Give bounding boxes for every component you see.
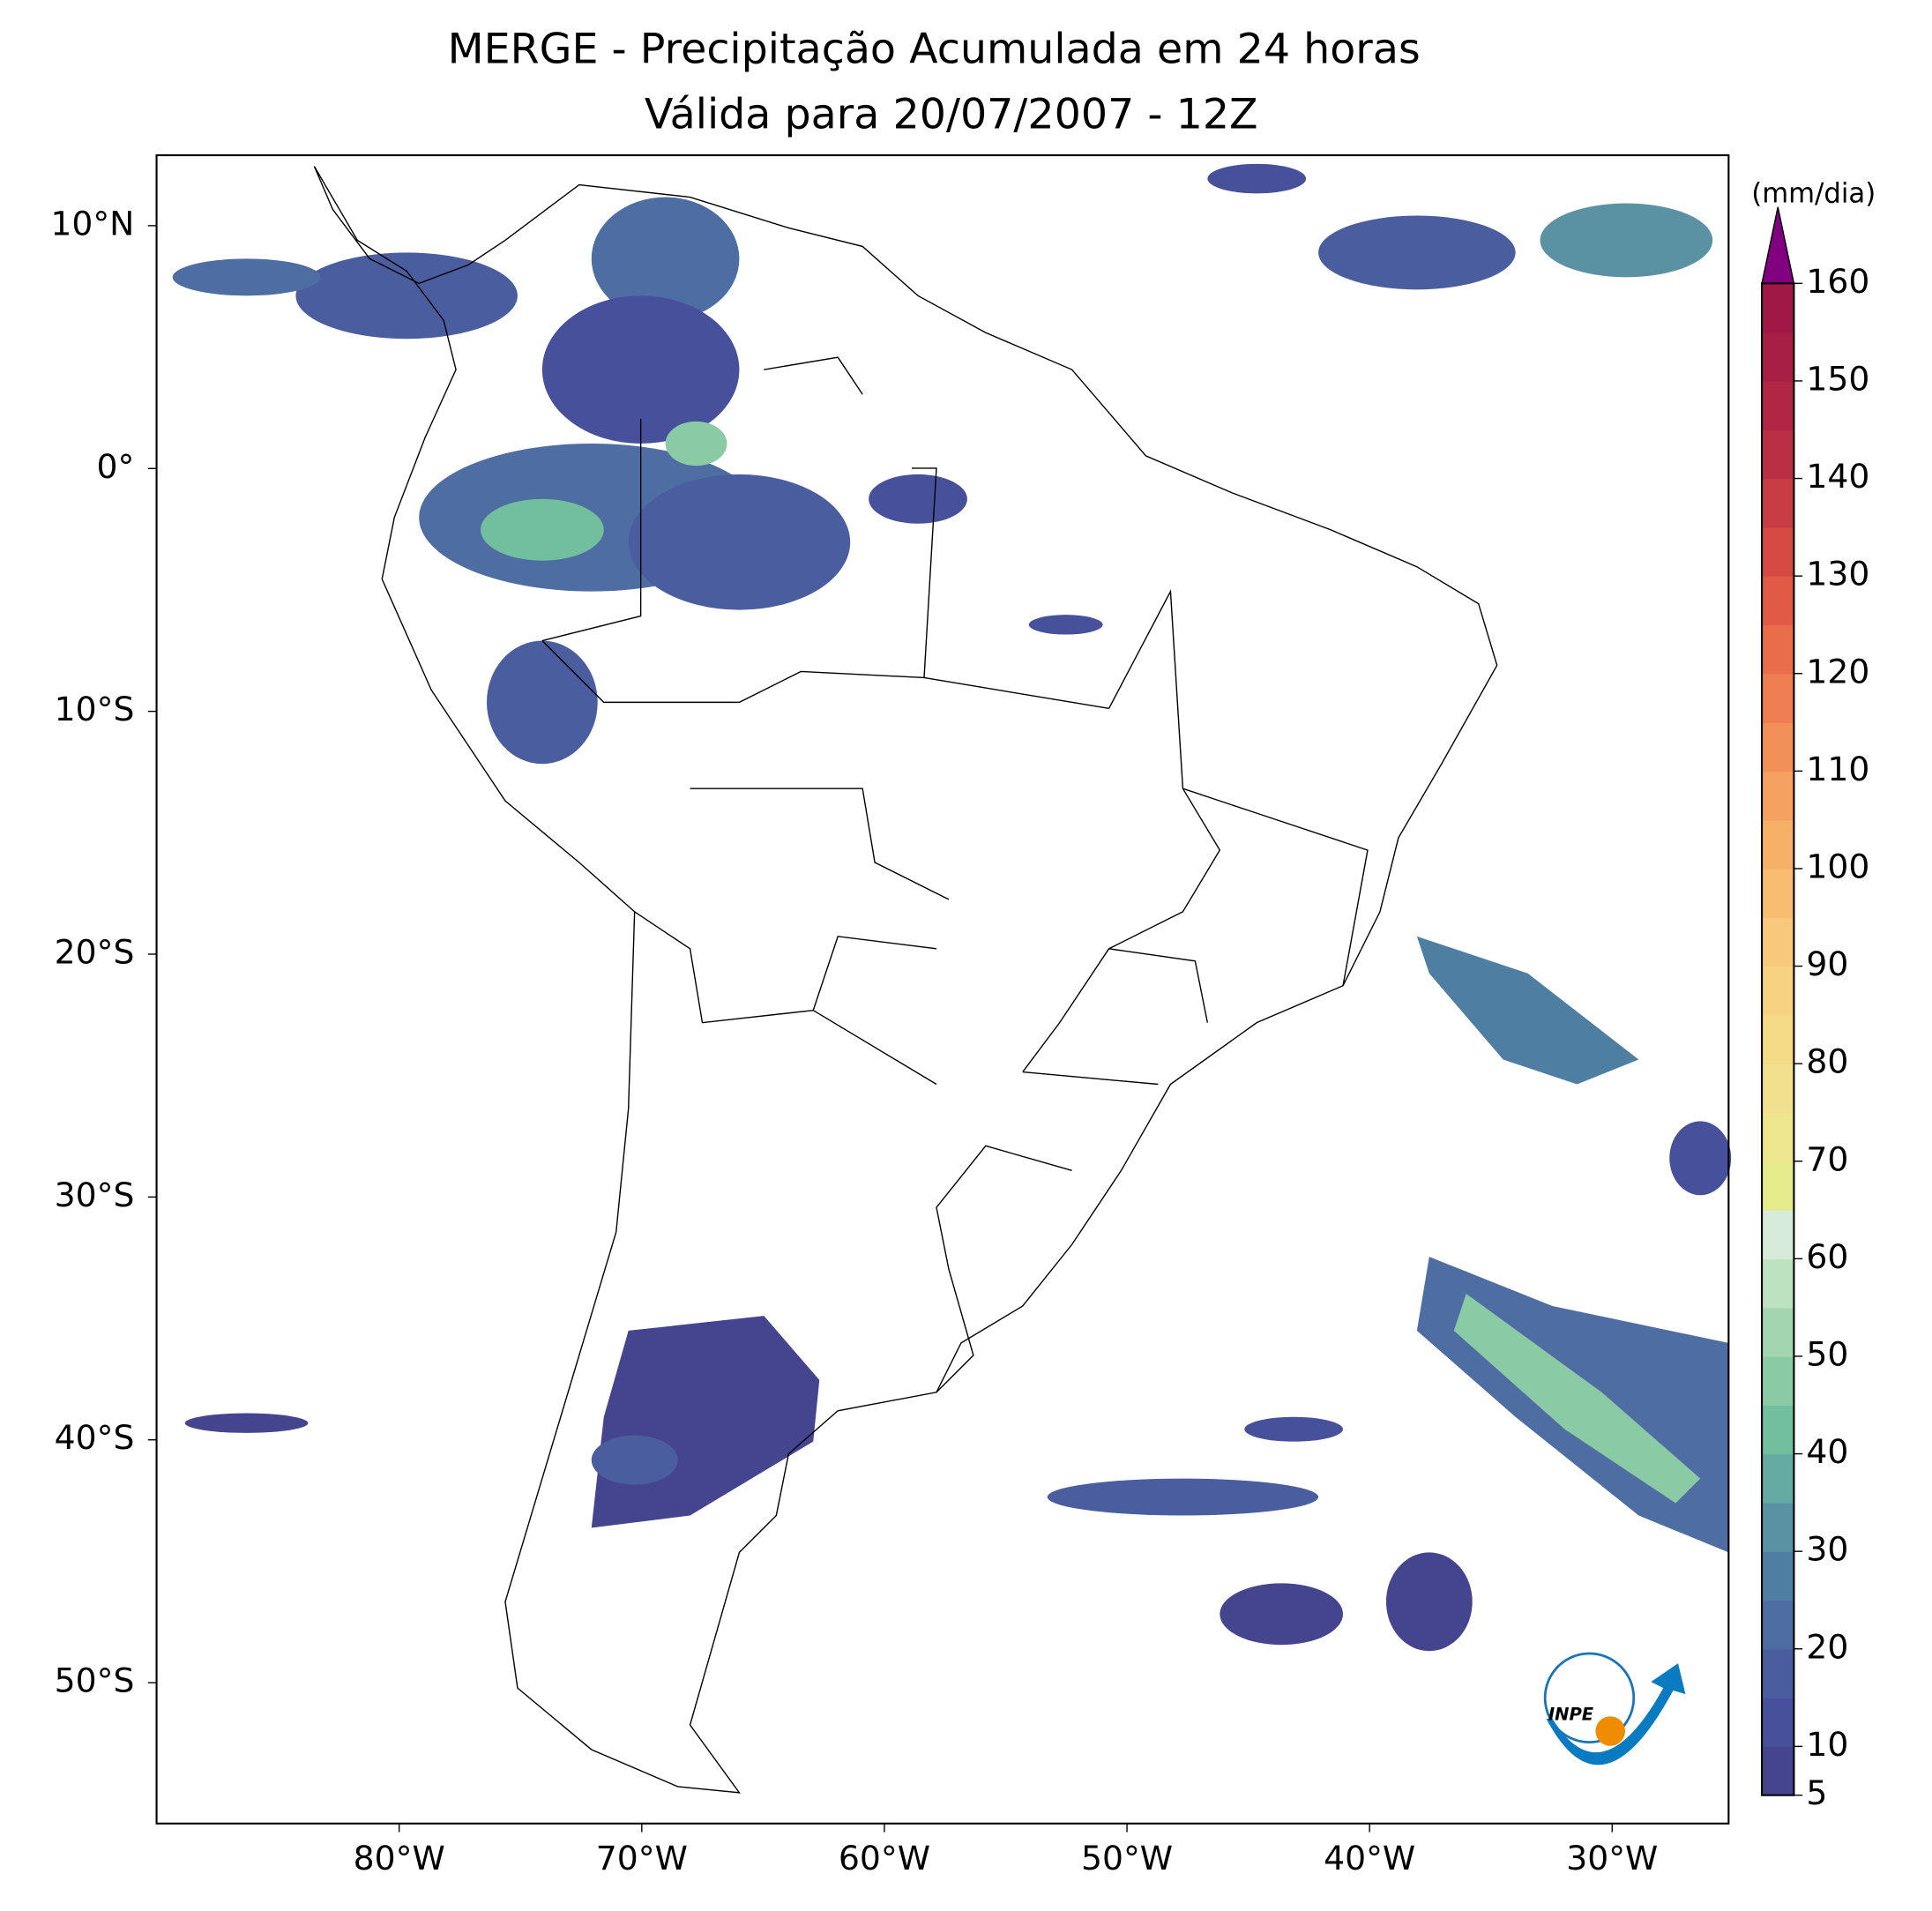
colorbar-tick-label: 40 [1806,1432,1848,1471]
colorbar-band [1762,1405,1794,1455]
colorbar-band [1762,673,1794,723]
x-tick-label: 30°W [1566,1839,1658,1877]
colorbar-band [1762,332,1794,382]
colorbar-tick-label: 80 [1806,1042,1848,1081]
colorbar-band [1762,966,1794,1016]
colorbar-band [1762,576,1794,626]
colorbar-extension [1761,206,1795,285]
colorbar-tick-label: 10 [1806,1725,1848,1764]
colorbar-band [1762,429,1794,480]
colorbar-tick-label: 70 [1806,1139,1848,1178]
colorbar-tick-label: 130 [1806,555,1869,593]
colorbar-tick-label: 50 [1806,1334,1848,1373]
colorbar-band [1762,771,1794,821]
x-tick-label: 40°W [1324,1839,1415,1877]
subtitle: Válida para 20/07/2007 - 12Z [645,91,1258,139]
colorbar-band [1762,1746,1794,1796]
colorbar-band [1762,624,1794,675]
colorbar-frame [1761,282,1795,1796]
colorbar-band [1762,1355,1794,1406]
colorbar-band [1762,526,1794,577]
colorbar-band [1762,819,1794,870]
colorbar-band [1762,1502,1794,1552]
colorbar-band [1762,380,1794,430]
colorbar-band [1762,1453,1794,1504]
colorbar-band [1762,1648,1794,1698]
x-tick-label: 80°W [354,1839,445,1877]
colorbar-tick-label: 150 [1806,359,1869,398]
y-tick-label: 10°N [50,204,134,243]
y-tick-label: 50°S [55,1661,135,1700]
colorbar-band [1762,1551,1794,1601]
colorbar-label: (mm/dia) [1751,177,1876,209]
x-tick-label: 50°W [1081,1839,1173,1877]
map-frame [155,153,1730,1825]
colorbar-band [1762,1112,1794,1162]
coastlines [313,166,1498,1794]
colorbar-band [1762,1258,1794,1309]
colorbar-band [1762,478,1794,528]
colorbar-tick-label: 30 [1806,1530,1848,1569]
colorbar-band [1762,1064,1794,1114]
x-tick-label: 70°W [596,1839,688,1877]
colorbar-tick-label: 110 [1806,750,1869,788]
colorbar-band [1762,1014,1794,1064]
y-tick-label: 30°S [55,1176,135,1214]
colorbar-band [1762,1161,1794,1211]
logo-text: INPE [1548,1704,1594,1724]
title: MERGE - Precipitação Acumulada em 24 hor… [448,26,1421,74]
colorbar-band [1762,868,1794,918]
colorbar-band [1762,1210,1794,1260]
precipitation-field [172,163,1732,1652]
colorbar-tick-label: 90 [1806,944,1848,983]
x-tick-label: 60°W [839,1839,930,1877]
colorbar-tick-label: 60 [1806,1237,1848,1276]
colorbar-band [1762,722,1794,773]
colorbar-band [1762,1600,1794,1650]
colorbar-band [1762,1698,1794,1748]
colorbar-tick-label: 140 [1806,457,1869,496]
colorbar-tick-label: 20 [1806,1627,1848,1666]
colorbar-band [1762,283,1794,333]
inpe-logo: INPE [1543,1652,1686,1765]
colorbar-tick-label: 5 [1806,1773,1827,1812]
colorbar-band [1762,1307,1794,1357]
colorbar-tick-label: 160 [1806,262,1869,301]
y-tick-label: 40°S [55,1418,135,1457]
colorbar-tick-label: 120 [1806,652,1869,690]
y-tick-label: 0° [97,447,135,486]
colorbar-band [1762,917,1794,967]
y-tick-label: 10°S [55,690,135,728]
colorbar-tick-label: 100 [1806,847,1869,885]
y-tick-label: 20°S [55,932,135,971]
